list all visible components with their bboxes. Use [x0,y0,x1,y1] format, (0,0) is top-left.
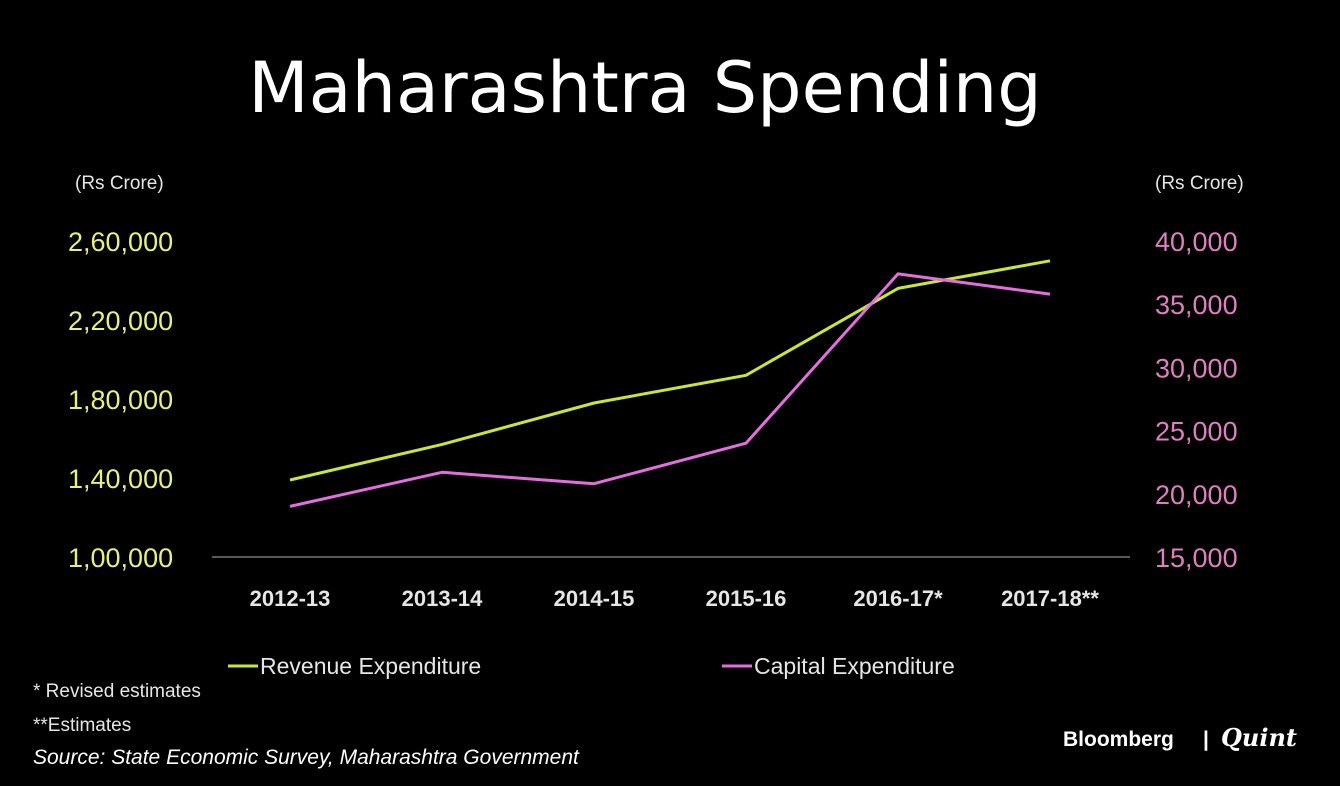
left-tick-label: 1,40,000 [68,464,173,494]
x-tick-label: 2014-15 [554,586,635,611]
legend-label-revenue: Revenue Expenditure [260,653,481,679]
right-axis-ticks: 15,000 20,000 25,000 30,000 35,000 40,000 [1155,227,1238,573]
left-tick-label: 1,00,000 [68,543,173,573]
footnote-revised: * Revised estimates [33,681,201,702]
brand-bloomberg: Bloomberg [1063,728,1174,751]
right-tick-label: 30,000 [1155,353,1238,383]
brand-quint: Quint [1221,723,1297,752]
right-tick-label: 25,000 [1155,417,1238,447]
x-tick-label: 2012-13 [250,586,331,611]
left-axis-ticks: 1,00,000 1,40,000 1,80,000 2,20,000 2,60,000 [68,227,173,573]
right-tick-label: 15,000 [1155,543,1238,573]
x-tick-label: 2013-14 [402,586,484,611]
series-lines [289,259,1051,508]
chart-title: Maharashtra Spending [248,47,1041,129]
left-tick-label: 1,80,000 [68,385,173,415]
x-tick-label: 2017-18** [1001,586,1099,611]
left-tick-label: 2,60,000 [68,227,173,257]
brand-logo: Bloomberg | Quint [1063,723,1297,752]
left-axis-unit: (Rs Crore) [75,173,164,194]
right-tick-label: 40,000 [1155,227,1238,257]
right-tick-label: 35,000 [1155,290,1238,320]
source-note: Source: State Economic Survey, Maharasht… [33,746,580,769]
legend: Revenue Expenditure Capital Expenditure [228,653,955,679]
brand-separator: | [1203,728,1209,751]
series-line-revenue [289,259,1051,482]
left-tick-label: 2,20,000 [68,306,173,336]
series-line-capital [289,272,1051,508]
x-tick-label: 2015-16 [706,586,787,611]
right-tick-label: 20,000 [1155,480,1238,510]
legend-label-capital: Capital Expenditure [754,653,955,679]
x-tick-label: 2016-17* [853,586,943,611]
footnote-estimates: **Estimates [33,715,131,736]
x-axis-ticks: 2012-13 2013-14 2014-15 2015-16 2016-17* 2017… [250,586,1100,611]
right-axis-unit: (Rs Crore) [1155,173,1244,194]
